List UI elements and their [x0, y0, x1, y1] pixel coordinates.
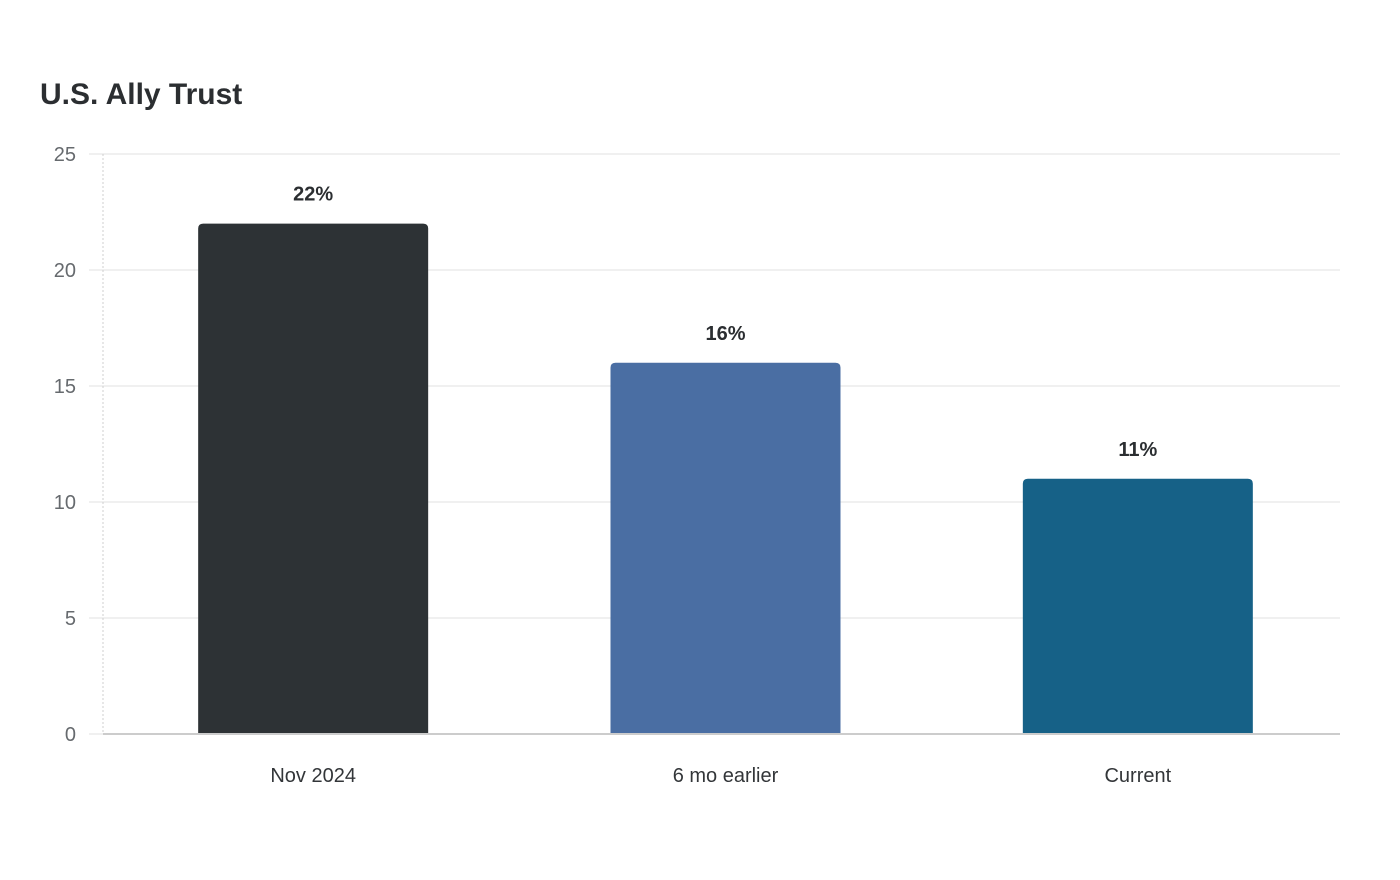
bar-2 — [610, 362, 841, 733]
bar-3 — [1022, 478, 1253, 733]
value-label: 22% — [293, 184, 333, 206]
x-tick-label: 6 mo earlier — [673, 765, 779, 787]
value-label: 16% — [705, 323, 745, 345]
y-tick-label: 25 — [54, 144, 76, 166]
x-tick-labels: Nov 2024 6 mo earlier Current — [270, 765, 1171, 787]
y-tick-label: 0 — [65, 724, 76, 746]
y-tick-label: 20 — [54, 260, 76, 282]
bar-1 — [198, 223, 429, 733]
axes — [102, 154, 1340, 735]
x-tick-label: Current — [1104, 765, 1171, 787]
x-tick-label: Nov 2024 — [270, 765, 356, 787]
y-tick-label: 5 — [65, 608, 76, 630]
y-tick-label: 10 — [54, 492, 76, 514]
value-labels: 22% 16% 11% — [293, 184, 1157, 461]
chart-title: U.S. Ally Trust — [40, 78, 243, 111]
value-label: 11% — [1118, 439, 1157, 461]
y-tick-label: 15 — [54, 376, 76, 398]
y-tick-labels: 0 5 10 15 20 25 — [54, 144, 76, 746]
bars — [198, 223, 1253, 733]
